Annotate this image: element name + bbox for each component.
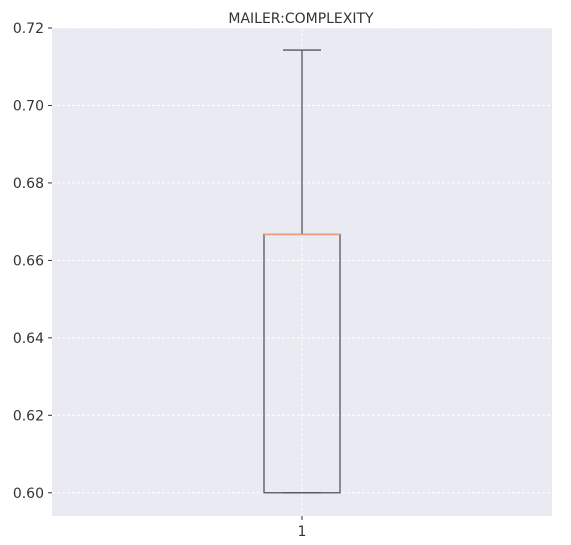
y-tick-label: 0.70: [13, 98, 44, 114]
box-plot-series: [263, 49, 341, 494]
x-axis: 1: [298, 516, 307, 540]
y-tick-label: 0.62: [13, 408, 44, 424]
x-tick-label: 1: [298, 524, 307, 540]
y-axis: 0.60 0.62 0.64 0.66 0.68 0.70 0.72: [13, 21, 52, 502]
y-tick-label: 0.66: [13, 253, 44, 269]
y-tick-label: 0.72: [13, 21, 44, 37]
y-tick-label: 0.60: [13, 486, 44, 502]
y-tick-label: 0.68: [13, 176, 44, 192]
y-tick-label: 0.64: [13, 331, 44, 347]
chart-title: MAILER:COMPLEXITY: [228, 11, 374, 27]
